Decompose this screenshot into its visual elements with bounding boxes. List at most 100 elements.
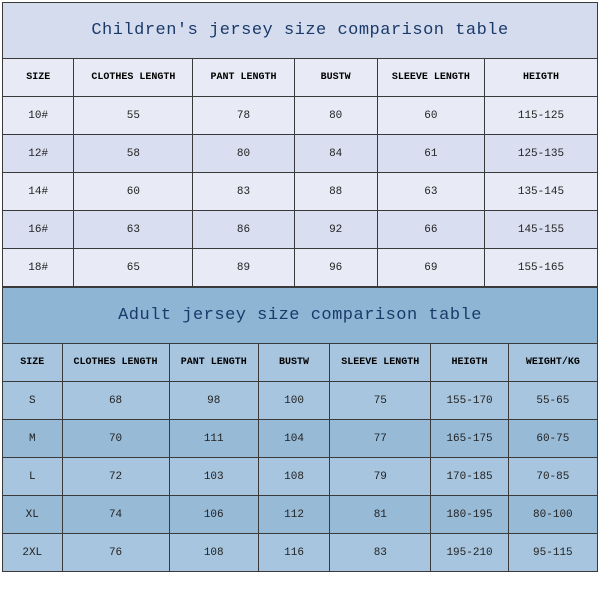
children-cell: 66 [377,211,484,249]
children-cell: 18# [3,249,74,287]
adult-col-6: WEIGHT/KG [508,344,597,382]
children-cell: 145-155 [484,211,597,249]
adult-cell: 155-170 [431,382,508,420]
children-cell: 63 [377,173,484,211]
children-cell: 88 [294,173,377,211]
adult-cell: 77 [330,420,431,458]
adult-col-3: BUSTW [258,344,329,382]
table-row: 2XL7610811683195-21095-115 [3,534,598,572]
adult-col-5: HEIGTH [431,344,508,382]
table-row: 16#63869266145-155 [3,211,598,249]
adult-title-row: Adult jersey size comparison table [3,288,598,344]
adult-cell: 81 [330,496,431,534]
adult-cell: 112 [258,496,329,534]
adult-col-2: PANT LENGTH [169,344,258,382]
children-cell: 115-125 [484,97,597,135]
adult-cell: 106 [169,496,258,534]
adult-cell: 68 [62,382,169,420]
children-size-table: Children's jersey size comparison table … [2,2,598,287]
children-title: Children's jersey size comparison table [3,3,598,59]
children-col-1: CLOTHES LENGTH [74,59,193,97]
adult-cell: 72 [62,458,169,496]
children-head: SIZECLOTHES LENGTHPANT LENGTHBUSTWSLEEVE… [3,59,598,97]
adult-cell: L [3,458,63,496]
adult-cell: 111 [169,420,258,458]
table-row: 14#60838863135-145 [3,173,598,211]
children-cell: 92 [294,211,377,249]
adult-cell: 79 [330,458,431,496]
adult-cell: 104 [258,420,329,458]
children-cell: 61 [377,135,484,173]
adult-head: SIZECLOTHES LENGTHPANT LENGTHBUSTWSLEEVE… [3,344,598,382]
children-col-2: PANT LENGTH [193,59,294,97]
children-cell: 80 [193,135,294,173]
adult-col-1: CLOTHES LENGTH [62,344,169,382]
adult-cell: 2XL [3,534,63,572]
adult-cell: 103 [169,458,258,496]
adult-cell: 195-210 [431,534,508,572]
children-cell: 65 [74,249,193,287]
adult-cell: 70 [62,420,169,458]
children-col-0: SIZE [3,59,74,97]
children-cell: 84 [294,135,377,173]
adult-cell: XL [3,496,63,534]
children-col-4: SLEEVE LENGTH [377,59,484,97]
children-cell: 12# [3,135,74,173]
table-row: XL7410611281180-19580-100 [3,496,598,534]
children-col-3: BUSTW [294,59,377,97]
children-cell: 55 [74,97,193,135]
children-cell: 60 [74,173,193,211]
adult-col-4: SLEEVE LENGTH [330,344,431,382]
adult-cell: 74 [62,496,169,534]
children-cell: 86 [193,211,294,249]
adult-cell: 100 [258,382,329,420]
children-cell: 96 [294,249,377,287]
adult-cell: S [3,382,63,420]
children-body: 10#55788060115-12512#58808461125-13514#6… [3,97,598,287]
children-cell: 60 [377,97,484,135]
adult-cell: 55-65 [508,382,597,420]
adult-cell: 70-85 [508,458,597,496]
children-cell: 78 [193,97,294,135]
children-cell: 69 [377,249,484,287]
children-col-5: HEIGTH [484,59,597,97]
size-tables-wrapper: Children's jersey size comparison table … [2,2,598,572]
adult-cell: 98 [169,382,258,420]
children-cell: 155-165 [484,249,597,287]
table-row: S689810075155-17055-65 [3,382,598,420]
adult-cell: 108 [169,534,258,572]
table-row: L7210310879170-18570-85 [3,458,598,496]
adult-cell: 83 [330,534,431,572]
adult-cell: 75 [330,382,431,420]
children-cell: 83 [193,173,294,211]
adult-cell: 116 [258,534,329,572]
children-cell: 14# [3,173,74,211]
adult-cell: 80-100 [508,496,597,534]
table-row: 18#65899669155-165 [3,249,598,287]
adult-col-0: SIZE [3,344,63,382]
children-header-row: SIZECLOTHES LENGTHPANT LENGTHBUSTWSLEEVE… [3,59,598,97]
children-cell: 10# [3,97,74,135]
adult-title: Adult jersey size comparison table [3,288,598,344]
children-cell: 63 [74,211,193,249]
children-cell: 16# [3,211,74,249]
children-cell: 89 [193,249,294,287]
children-title-row: Children's jersey size comparison table [3,3,598,59]
adult-cell: 108 [258,458,329,496]
adult-cell: 95-115 [508,534,597,572]
table-row: M7011110477165-17560-75 [3,420,598,458]
children-cell: 125-135 [484,135,597,173]
adult-size-table: Adult jersey size comparison table SIZEC… [2,287,598,572]
table-row: 10#55788060115-125 [3,97,598,135]
adult-header-row: SIZECLOTHES LENGTHPANT LENGTHBUSTWSLEEVE… [3,344,598,382]
table-row: 12#58808461125-135 [3,135,598,173]
adult-body: S689810075155-17055-65M7011110477165-175… [3,382,598,572]
adult-cell: 76 [62,534,169,572]
children-cell: 58 [74,135,193,173]
children-cell: 80 [294,97,377,135]
adult-cell: 60-75 [508,420,597,458]
adult-cell: 165-175 [431,420,508,458]
children-cell: 135-145 [484,173,597,211]
adult-cell: 180-195 [431,496,508,534]
adult-cell: 170-185 [431,458,508,496]
